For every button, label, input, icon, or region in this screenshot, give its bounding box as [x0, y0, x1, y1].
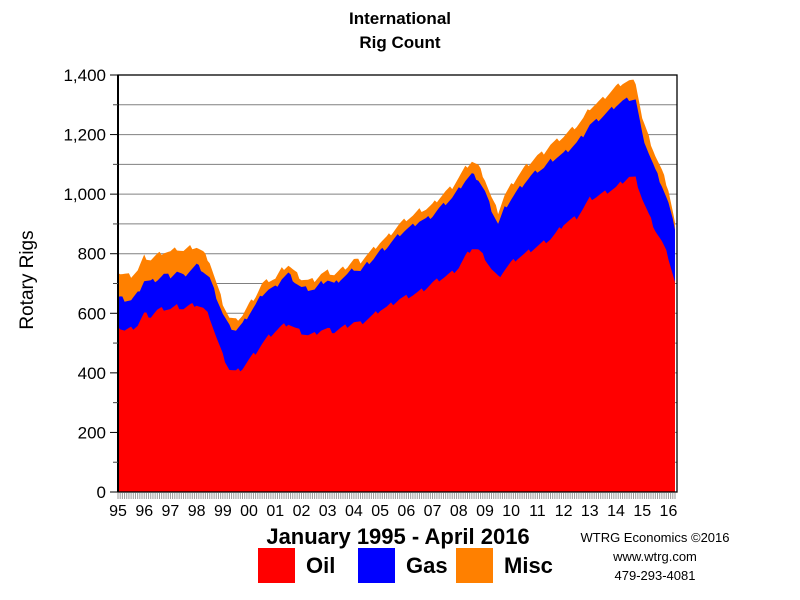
chart-title-line1: International [348, 9, 451, 28]
credits-website: www.wtrg.com [613, 549, 697, 564]
x-tick-label: 01 [266, 503, 284, 520]
oil-swatch-icon [258, 548, 295, 583]
chart-title: International Rig Count [0, 7, 800, 55]
chart-title-line2: Rig Count [359, 33, 441, 52]
x-tick-label: 12 [555, 503, 573, 520]
x-tick-label: 06 [397, 503, 415, 520]
x-tick-label: 05 [371, 503, 389, 520]
y-tick-label: 400 [78, 364, 106, 383]
x-tick-label: 10 [502, 503, 520, 520]
y-tick-label: 0 [97, 483, 106, 502]
x-tick-label: 15 [633, 503, 651, 520]
y-tick-label: 1,000 [63, 185, 106, 204]
legend-item-oil: Oil [258, 548, 335, 583]
x-tick-label: 13 [581, 503, 599, 520]
x-tick-label: 97 [162, 503, 180, 520]
y-tick-label: 800 [78, 245, 106, 264]
x-tick-label: 95 [109, 503, 127, 520]
credits-company: WTRG Economics ©2016 [580, 530, 730, 545]
x-tick-label: 04 [345, 503, 363, 520]
chart-subtitle: January 1995 - April 2016 [266, 524, 530, 549]
x-tick-label: 11 [529, 503, 546, 520]
credits: WTRG Economics ©2016 www.wtrg.com 479-29… [555, 528, 755, 585]
y-tick-label: 1,400 [63, 66, 106, 85]
legend-item-misc: Misc [456, 548, 553, 583]
x-tick-label: 09 [476, 503, 494, 520]
misc-swatch-icon [456, 548, 493, 583]
x-tick-label: 03 [319, 503, 337, 520]
legend-label-gas: Gas [406, 552, 448, 578]
x-tick-label: 00 [240, 503, 258, 520]
y-tick-label: 1,200 [63, 126, 106, 145]
credits-phone: 479-293-4081 [614, 568, 696, 583]
legend-label-oil: Oil [306, 552, 336, 578]
x-tick-label: 96 [135, 503, 153, 520]
x-tick-label: 14 [607, 503, 625, 520]
legend-item-gas: Gas [358, 548, 448, 583]
x-tick-label: 07 [424, 503, 442, 520]
x-tick-label: 16 [660, 503, 678, 520]
x-tick-label: 99 [214, 503, 232, 520]
x-tick-label: 98 [188, 503, 206, 520]
area-oil [118, 176, 675, 492]
x-tick-label: 08 [450, 503, 468, 520]
x-tick-label: 02 [293, 503, 311, 520]
legend-label-misc: Misc [504, 552, 553, 578]
gas-swatch-icon [358, 548, 395, 583]
y-tick-label: 200 [78, 423, 106, 442]
y-tick-label: 600 [78, 304, 106, 323]
